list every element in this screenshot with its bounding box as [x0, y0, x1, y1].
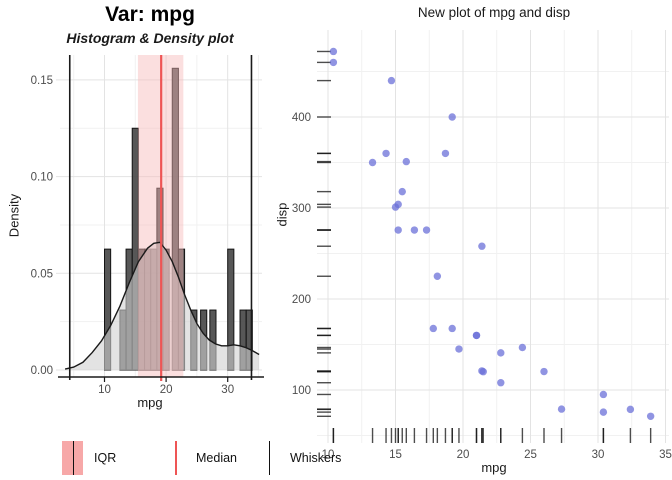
left-plot-title: Var: mpg [105, 3, 195, 26]
scatter-point [398, 187, 406, 196]
left-x-tick-label: 10 [98, 384, 111, 396]
scatter-point [433, 272, 442, 280]
legend-item-median: Median [164, 440, 237, 476]
scatter-point [557, 405, 566, 413]
right-y-tick-label: 100 [292, 385, 311, 397]
scatter-point [429, 324, 437, 333]
right-x-tick-label: 30 [592, 449, 605, 461]
right-x-tick-labels: 10 15 20 25 30 35 [322, 449, 672, 461]
left-x-tick-label: 20 [160, 384, 173, 396]
right-x-tick-label: 25 [524, 449, 537, 461]
scatter-point [497, 349, 505, 357]
scatter-point [329, 47, 338, 56]
scatter-point [410, 226, 419, 234]
left-x-axis-title: mpg [137, 395, 163, 410]
left-y-tick-label: 0.00 [31, 365, 53, 377]
scatter-point [402, 157, 410, 166]
left-y-axis: 0.00 0.05 0.10 0.15 [31, 75, 60, 377]
scatter-point [646, 412, 655, 420]
scatter-point [391, 203, 400, 211]
scatter-point [422, 226, 431, 234]
left-x-axis: 10 20 30 [58, 376, 264, 396]
scatter-point [394, 226, 402, 234]
scatter-point [441, 149, 450, 158]
right-x-tick-label: 20 [457, 449, 470, 461]
left-y-axis-title: Density [6, 193, 22, 238]
scatter-point [448, 324, 456, 333]
scatter-point [497, 379, 505, 387]
right-x-axis-title: mpg [481, 460, 507, 475]
right-y-tick-label: 400 [292, 112, 311, 124]
scatter-point [599, 390, 608, 399]
right-x-tick-label: 15 [389, 449, 402, 461]
right-y-tick-label: 200 [292, 294, 311, 306]
right-y-tick-label: 300 [292, 203, 311, 215]
left-y-tick-label: 0.05 [31, 268, 53, 280]
legend-label-iqr: IQR [94, 451, 117, 465]
whiskers-line-swatch [258, 441, 279, 475]
scatter-point [478, 242, 486, 250]
right-grid-major [317, 30, 669, 443]
scatter-point [472, 331, 481, 340]
right-y-tick-labels: 100 200 300 400 [292, 112, 311, 397]
legend-item-whiskers: Whiskers [258, 440, 341, 476]
scatter-points [329, 47, 655, 420]
right-x-tick-label: 35 [659, 449, 672, 461]
scatter-point [368, 158, 377, 167]
scatter-point [382, 149, 390, 158]
left-x-tick-label: 30 [221, 384, 234, 396]
y-axis-rug [317, 50, 331, 417]
scatter-point [540, 367, 548, 376]
left-y-tick-label: 0.15 [31, 75, 53, 87]
right-x-tick-label: 10 [322, 449, 335, 461]
scatter-point [455, 345, 463, 353]
scatter-point [329, 58, 338, 67]
iqr-band-swatch [62, 441, 83, 475]
right-grid-minor [317, 30, 669, 443]
legend-item-iqr: IQR [62, 440, 116, 476]
density-curve [64, 241, 260, 370]
scatter-point [599, 408, 608, 416]
scatter-point [478, 367, 486, 375]
legend-label-whiskers: Whiskers [290, 451, 342, 465]
x-axis-rug [332, 428, 652, 443]
whisker-lines [68, 55, 253, 380]
left-y-tick-label: 0.10 [31, 172, 53, 184]
median-line-swatch [164, 441, 185, 475]
legend-label-median: Median [196, 451, 237, 465]
left-plot-subtitle: Histogram & Density plot [66, 30, 234, 46]
scatter-point [626, 405, 635, 414]
scatter-point [518, 343, 527, 352]
scatter-point [387, 76, 396, 85]
right-y-axis-title: disp [274, 202, 290, 227]
scatter-point [448, 113, 456, 121]
right-plot-title: New plot of mpg and disp [417, 5, 571, 20]
